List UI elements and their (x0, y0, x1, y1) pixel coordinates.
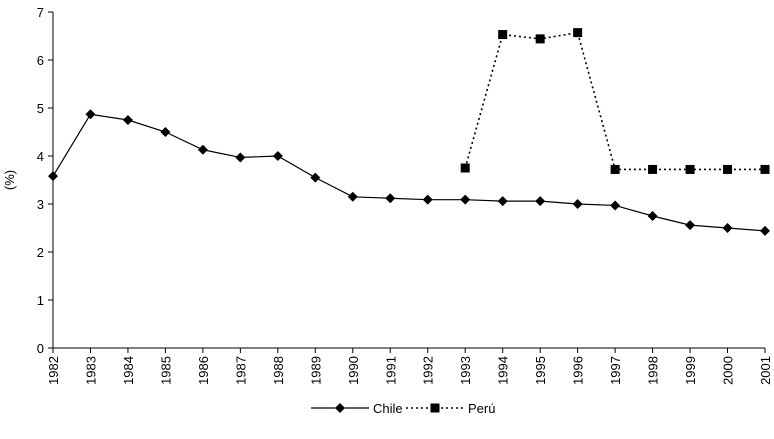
data-point-chile (422, 194, 433, 205)
series-line-chile (52, 113, 766, 232)
y-axis-title: (%) (2, 170, 17, 190)
data-point-chile (497, 196, 508, 207)
x-tick-label: 1987 (233, 356, 248, 385)
legend-item-chile: Chile (311, 401, 403, 416)
data-point-per (648, 164, 658, 174)
series-per (460, 28, 770, 174)
x-tick-label: 1993 (458, 356, 473, 385)
series-layer (48, 28, 770, 236)
data-point-chile (347, 191, 358, 202)
x-axis-ticks: 1982 1983 1984 1985 1986 1987 1988 1989 1990 1991… (46, 348, 773, 385)
data-point-per (685, 164, 695, 174)
y-tick-label: 7 (37, 5, 44, 20)
data-point-per (573, 28, 583, 38)
x-tick-label: 1990 (346, 356, 361, 385)
legend-marker (335, 403, 345, 413)
data-point-per (460, 163, 470, 173)
series-line-per (464, 31, 765, 171)
data-point-chile (48, 171, 58, 182)
y-tick-label: 3 (37, 197, 44, 212)
x-tick-label: 1996 (571, 356, 586, 385)
data-point-chile (647, 211, 658, 221)
data-point-chile (610, 200, 621, 211)
data-point-chile (235, 152, 246, 163)
legend-item-per: Perú (406, 401, 495, 416)
y-axis-ticks: 0 1 2 3 4 5 6 7 (37, 5, 53, 356)
data-point-chile (760, 225, 770, 236)
data-point-chile (535, 196, 546, 207)
x-tick-label: 1991 (383, 356, 398, 385)
legend-marker (430, 403, 440, 413)
data-point-chile (722, 223, 733, 233)
data-point-chile (460, 194, 471, 205)
data-point-chile (85, 109, 96, 120)
x-tick-label: 1988 (271, 356, 286, 385)
x-tick-label: 1998 (646, 356, 661, 385)
x-tick-label: 1982 (46, 356, 61, 385)
x-tick-label: 1999 (683, 356, 698, 385)
x-tick-label: 1986 (196, 356, 211, 385)
series-chile (48, 109, 770, 236)
x-tick-label: 1997 (608, 356, 623, 385)
data-point-chile (122, 115, 133, 125)
x-tick-label: 1984 (121, 356, 136, 385)
legend-label: Chile (373, 401, 403, 416)
data-point-chile (310, 172, 321, 183)
data-point-chile (160, 127, 171, 137)
legend: Chile Perú (311, 401, 495, 416)
y-tick-label: 5 (37, 101, 44, 116)
data-point-chile (572, 199, 583, 209)
legend-label: Perú (468, 401, 495, 416)
y-tick-label: 6 (37, 53, 44, 68)
data-point-per (760, 164, 770, 174)
x-tick-label: 1989 (308, 356, 323, 385)
x-tick-label: 1992 (421, 356, 436, 385)
data-point-chile (685, 220, 696, 231)
x-tick-label: 2001 (758, 356, 773, 385)
x-tick-label: 1995 (533, 356, 548, 385)
data-point-chile (197, 144, 208, 155)
data-point-chile (272, 151, 283, 161)
y-tick-label: 1 (37, 293, 44, 308)
y-tick-label: 2 (37, 245, 44, 260)
data-point-per (498, 30, 508, 40)
x-tick-label: 1983 (83, 356, 98, 385)
data-point-per (535, 34, 545, 44)
y-tick-label: 4 (37, 149, 44, 164)
x-tick-label: 1985 (158, 356, 173, 385)
x-tick-label: 2000 (721, 356, 736, 385)
data-point-chile (385, 193, 396, 204)
x-tick-label: 1994 (496, 356, 511, 385)
axes (52, 12, 765, 349)
y-tick-label: 0 (37, 341, 44, 356)
data-point-per (610, 164, 620, 174)
data-point-per (723, 164, 733, 174)
